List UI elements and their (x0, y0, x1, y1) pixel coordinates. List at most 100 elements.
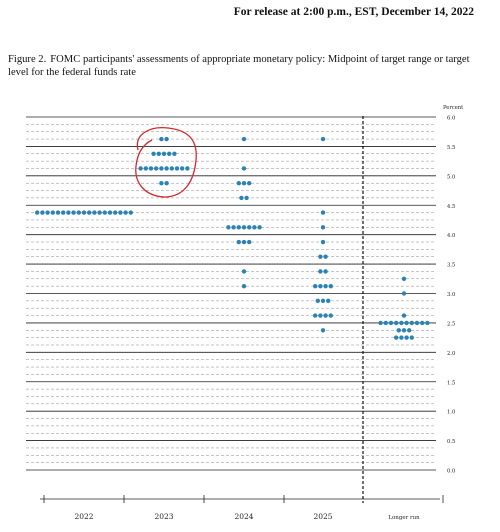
dot-point (159, 136, 164, 142)
dot-point (241, 225, 247, 230)
release-notice: For release at 2:00 p.m., EST, December … (233, 6, 474, 18)
dot-point (128, 210, 133, 215)
dot-point (236, 225, 241, 230)
dot-point (378, 320, 383, 326)
y-tick-label: 5.0 (447, 174, 455, 180)
dot-point (97, 210, 102, 215)
dot-point (401, 291, 407, 296)
dot-point (409, 335, 414, 340)
y-tick-label: 1.0 (447, 410, 455, 416)
dot-point (81, 210, 87, 215)
dot-point (326, 298, 331, 304)
figure-title-block: Figure 2. FOMC participants' assessments … (8, 53, 478, 79)
dot-point (328, 313, 333, 318)
dot-point (320, 298, 326, 304)
dot-point (425, 320, 430, 326)
dot-point (320, 239, 326, 245)
dot-point (35, 210, 40, 215)
dot-point (399, 320, 404, 326)
dot-point (236, 180, 241, 186)
x-category-label: 2022 (74, 512, 93, 521)
dot-point (156, 151, 161, 156)
dot-point (50, 210, 55, 215)
dot-point (315, 298, 320, 304)
dot-point (71, 210, 76, 215)
dot-point (404, 320, 409, 326)
highlight-circle-annotation (135, 127, 197, 198)
dot-point (313, 283, 318, 289)
dot-point (169, 166, 174, 171)
dot-point (143, 166, 148, 171)
x-category-label: 2025 (313, 512, 332, 521)
dot-point (420, 320, 425, 326)
dot-point (328, 283, 333, 289)
dot-point (247, 180, 252, 186)
dot-point (154, 166, 159, 171)
dot-point (107, 210, 113, 215)
dot-point (404, 335, 409, 340)
dot-point (174, 166, 180, 171)
dot-point (383, 320, 388, 326)
y-tick-label: 0.5 (447, 439, 455, 445)
dot-point (241, 180, 247, 186)
dot-point (55, 210, 61, 215)
dot-point (151, 151, 156, 156)
dot-point (320, 210, 326, 215)
y-tick-label: 5.5 (447, 145, 455, 151)
dot-point (323, 269, 328, 274)
dot-point (252, 225, 257, 230)
y-tick-label: 3.0 (447, 292, 455, 298)
dot-point (40, 210, 45, 215)
dot-point (396, 328, 401, 333)
axis-layer: 0.0 0.5 1.0 1.5 2.0 2.5 3.0 3.5 4.0 4.5 5.0 5.5 6.0 P… (40, 105, 464, 521)
y-tick-label: 2.0 (447, 351, 455, 357)
dot-point (159, 180, 164, 186)
dot-point (414, 320, 420, 326)
dot-point (167, 151, 172, 156)
dot-point (323, 313, 328, 318)
dot-point (388, 320, 394, 326)
dot-point (323, 254, 328, 259)
dot-point (164, 136, 169, 142)
dot-point (241, 239, 247, 245)
y-tick-label: 4.0 (447, 233, 455, 239)
dot-point (407, 328, 412, 333)
dot-point (123, 210, 128, 215)
dot-point (318, 269, 323, 274)
dot-point (394, 320, 399, 326)
y-tick-label: 4.5 (447, 204, 455, 210)
dot-point (394, 335, 399, 340)
annotation-layer (135, 127, 197, 198)
dot-point (159, 166, 164, 171)
dot-point (241, 166, 247, 171)
dot-point (399, 335, 404, 340)
y-tick-label: 6.0 (447, 116, 455, 122)
dot-point (164, 166, 169, 171)
y-tick-label: 1.5 (447, 380, 455, 386)
dot-point (401, 328, 407, 333)
dot-point (320, 225, 326, 230)
dot-point (320, 328, 326, 333)
dot-point (323, 283, 328, 289)
dot-point (401, 313, 407, 318)
dot-point (185, 166, 190, 171)
dot-point (138, 166, 143, 171)
dot-point (45, 210, 50, 215)
dot-point (172, 151, 177, 156)
dot-point (318, 313, 323, 318)
grid-layer (26, 116, 436, 471)
figure-title: FOMC participants' assessments of approp… (8, 54, 470, 78)
dot-point (102, 210, 108, 215)
y-tick-label: 0.0 (447, 469, 455, 475)
dot-point (241, 136, 247, 142)
dot-point (318, 254, 323, 259)
dot-point (247, 225, 252, 230)
dot-point (161, 151, 167, 156)
dot-point (257, 225, 262, 230)
dot-point (239, 195, 244, 201)
x-category-label: 2023 (154, 512, 173, 521)
dot-point (113, 210, 118, 215)
x-category-label: Longer run (388, 515, 420, 521)
dot-point (247, 239, 252, 245)
